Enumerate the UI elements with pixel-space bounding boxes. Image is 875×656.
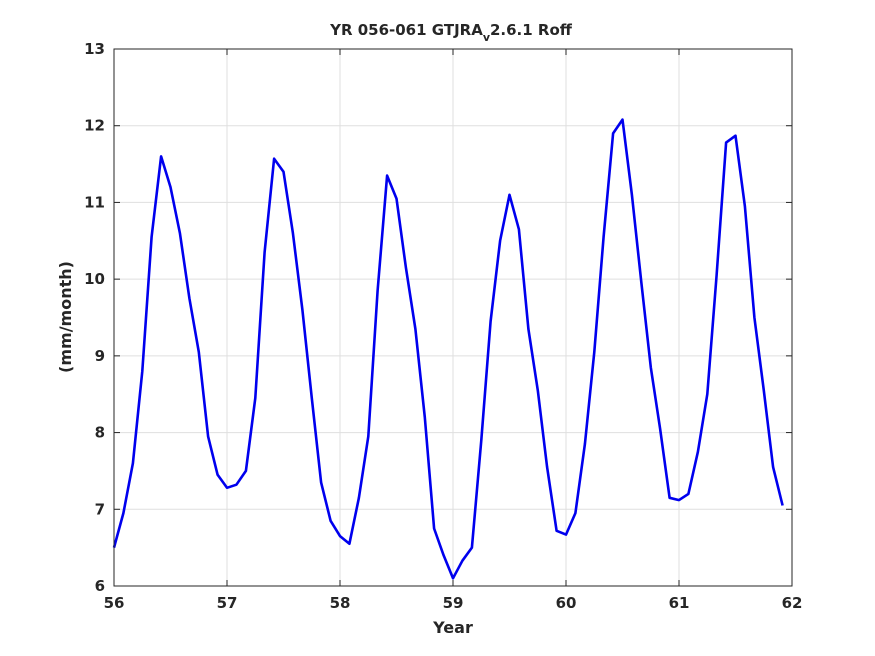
ticks — [113, 48, 793, 587]
chart-title-suffix: 2.6.1 Roff — [490, 21, 573, 39]
x-tick-label: 59 — [443, 594, 464, 612]
x-tick-label: 62 — [782, 594, 803, 612]
y-tick-label: 8 — [95, 424, 105, 442]
y-tick-labels: 6 7 8 9 10 11 12 13 — [84, 40, 105, 595]
x-tick-label: 56 — [104, 594, 125, 612]
y-tick-label: 10 — [84, 270, 105, 288]
y-tick-label: 7 — [95, 500, 105, 518]
y-tick-label: 12 — [84, 117, 105, 135]
x-tick-label: 60 — [556, 594, 577, 612]
y-axis-label: (mm/month) — [56, 261, 75, 373]
series-layer — [112, 118, 784, 580]
x-axis-label: Year — [432, 618, 473, 637]
series-line — [112, 118, 784, 580]
chart-title-subscript: v — [483, 31, 491, 44]
y-tick-label: 11 — [84, 193, 105, 211]
x-tick-label: 57 — [217, 594, 238, 612]
x-tick-label: 58 — [330, 594, 351, 612]
y-tick-label: 13 — [84, 40, 105, 58]
x-tick-label: 61 — [669, 594, 690, 612]
chart-title-main: YR 056-061 GTJRA — [329, 21, 483, 39]
y-tick-label: 9 — [95, 347, 105, 365]
chart-title: YR 056-061 GTJRAv2.6.1 Roff — [329, 21, 573, 44]
y-tick-label: 6 — [95, 577, 105, 595]
x-tick-labels: 56 57 58 59 60 61 62 — [104, 594, 803, 612]
